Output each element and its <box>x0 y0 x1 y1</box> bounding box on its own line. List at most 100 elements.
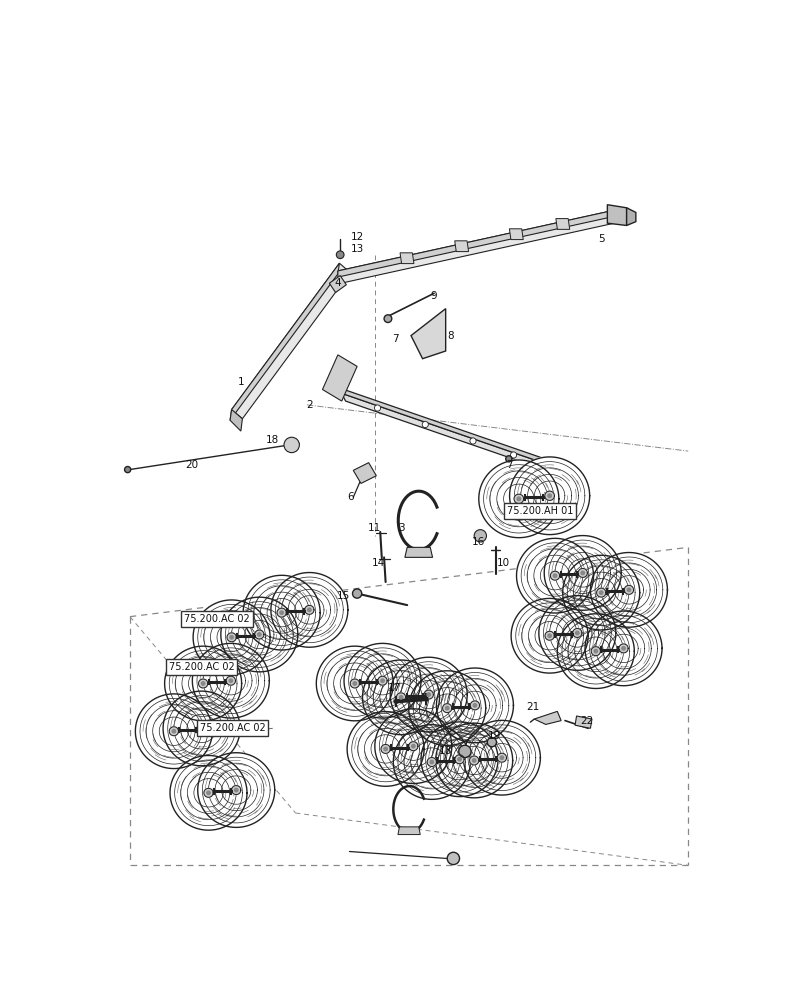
Text: 1: 1 <box>238 377 245 387</box>
Polygon shape <box>463 720 541 795</box>
Polygon shape <box>399 696 402 699</box>
Polygon shape <box>330 276 347 292</box>
Polygon shape <box>445 706 449 710</box>
Polygon shape <box>172 729 175 733</box>
Polygon shape <box>427 758 436 767</box>
Polygon shape <box>338 211 611 277</box>
Circle shape <box>384 315 392 323</box>
Text: 11: 11 <box>368 523 381 533</box>
Polygon shape <box>469 756 479 765</box>
Polygon shape <box>271 573 348 647</box>
Polygon shape <box>393 725 470 799</box>
Text: 22: 22 <box>580 716 593 726</box>
Polygon shape <box>400 253 414 264</box>
Polygon shape <box>573 628 582 637</box>
Polygon shape <box>596 588 606 597</box>
Polygon shape <box>600 591 603 594</box>
Text: 21: 21 <box>526 702 539 712</box>
Polygon shape <box>347 712 424 786</box>
Polygon shape <box>511 598 588 673</box>
Polygon shape <box>500 756 503 759</box>
Text: 8: 8 <box>448 331 454 341</box>
Polygon shape <box>509 229 524 240</box>
Polygon shape <box>397 693 406 702</box>
Polygon shape <box>553 574 557 577</box>
Polygon shape <box>226 676 235 685</box>
Polygon shape <box>534 711 562 724</box>
Text: 16: 16 <box>472 537 486 547</box>
Polygon shape <box>411 744 415 748</box>
Polygon shape <box>479 460 559 538</box>
Text: 7: 7 <box>393 334 399 344</box>
Circle shape <box>474 530 486 542</box>
Polygon shape <box>198 753 275 827</box>
Polygon shape <box>608 205 627 225</box>
Polygon shape <box>591 553 667 627</box>
Polygon shape <box>585 611 662 686</box>
Polygon shape <box>316 646 393 721</box>
Polygon shape <box>280 611 284 614</box>
Polygon shape <box>594 649 598 653</box>
Text: 75.200.AC 02: 75.200.AC 02 <box>169 662 234 672</box>
Text: 2: 2 <box>306 400 313 410</box>
Circle shape <box>549 465 555 471</box>
Polygon shape <box>375 709 452 784</box>
Circle shape <box>506 456 512 462</box>
Text: 3: 3 <box>398 523 405 533</box>
Polygon shape <box>381 679 385 682</box>
Polygon shape <box>516 538 594 613</box>
Polygon shape <box>201 682 205 685</box>
Polygon shape <box>353 463 377 483</box>
Polygon shape <box>473 704 477 707</box>
Polygon shape <box>575 631 579 635</box>
Polygon shape <box>200 727 204 730</box>
Circle shape <box>459 745 471 758</box>
Polygon shape <box>165 646 242 721</box>
Polygon shape <box>591 647 600 656</box>
Text: 18: 18 <box>439 746 452 756</box>
Polygon shape <box>192 643 269 718</box>
Text: 9: 9 <box>431 291 437 301</box>
Polygon shape <box>619 644 628 653</box>
Text: 13: 13 <box>351 244 364 254</box>
Polygon shape <box>556 219 570 229</box>
Text: 4: 4 <box>335 278 341 288</box>
Polygon shape <box>344 643 421 718</box>
Polygon shape <box>227 633 236 642</box>
Polygon shape <box>305 605 314 614</box>
Polygon shape <box>398 827 420 835</box>
Polygon shape <box>443 704 452 713</box>
Polygon shape <box>232 263 350 419</box>
Polygon shape <box>497 753 507 762</box>
Polygon shape <box>230 636 234 639</box>
Circle shape <box>470 438 476 444</box>
Polygon shape <box>234 788 238 792</box>
Polygon shape <box>230 263 339 420</box>
Polygon shape <box>458 758 461 761</box>
Polygon shape <box>545 631 554 640</box>
Circle shape <box>374 405 381 411</box>
Polygon shape <box>575 716 592 728</box>
Polygon shape <box>622 647 625 650</box>
Polygon shape <box>545 536 621 610</box>
Polygon shape <box>381 744 390 753</box>
Text: 75.200.AH 01: 75.200.AH 01 <box>507 506 574 516</box>
Polygon shape <box>455 241 469 252</box>
Polygon shape <box>232 786 241 795</box>
Text: 18: 18 <box>266 435 279 445</box>
Polygon shape <box>581 571 584 575</box>
Polygon shape <box>342 393 584 483</box>
Text: 17: 17 <box>388 683 401 693</box>
Circle shape <box>336 251 344 259</box>
Polygon shape <box>409 742 418 751</box>
Polygon shape <box>384 747 387 751</box>
Polygon shape <box>169 727 179 736</box>
Polygon shape <box>455 755 464 764</box>
Polygon shape <box>207 791 210 795</box>
Polygon shape <box>258 633 261 636</box>
Polygon shape <box>409 671 486 745</box>
Text: 5: 5 <box>599 234 605 244</box>
Polygon shape <box>470 701 480 710</box>
Polygon shape <box>562 555 640 630</box>
Polygon shape <box>510 457 590 535</box>
